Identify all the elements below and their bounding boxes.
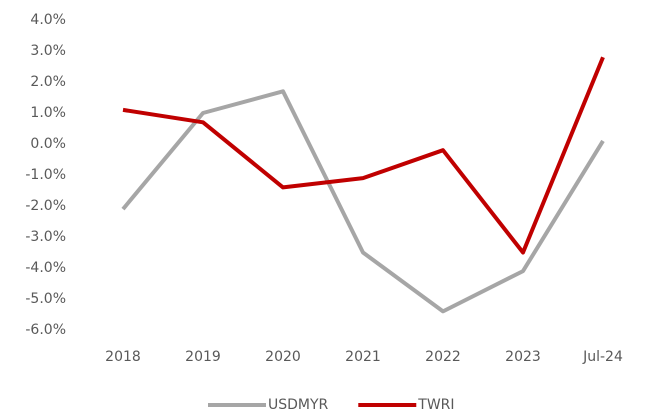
y-tick-label: -6.0%	[25, 322, 66, 338]
legend-label: TWRI	[417, 397, 454, 413]
y-tick-label: -1.0%	[25, 167, 66, 183]
legend-label: USDMYR	[268, 397, 329, 413]
y-tick-label: 0.0%	[30, 136, 66, 152]
y-tick-label: -3.0%	[25, 229, 66, 245]
x-tick-label: 2019	[185, 349, 221, 365]
x-tick-label: 2018	[105, 349, 141, 365]
y-tick-label: 2.0%	[30, 74, 66, 90]
y-tick-label: -4.0%	[25, 260, 66, 276]
x-tick-label: 2020	[265, 349, 301, 365]
y-tick-label: -2.0%	[25, 198, 66, 214]
x-tick-label: 2023	[505, 349, 541, 365]
x-tick-label: 2022	[425, 349, 461, 365]
y-tick-label: 4.0%	[30, 12, 66, 28]
y-tick-label: 1.0%	[30, 105, 66, 121]
x-tick-label: 2021	[345, 349, 381, 365]
series-line	[121, 89, 605, 314]
x-tick-label: Jul-24	[582, 349, 623, 365]
y-tick-label: 3.0%	[30, 43, 66, 59]
series-line	[122, 56, 605, 255]
y-tick-label: -5.0%	[25, 291, 66, 307]
